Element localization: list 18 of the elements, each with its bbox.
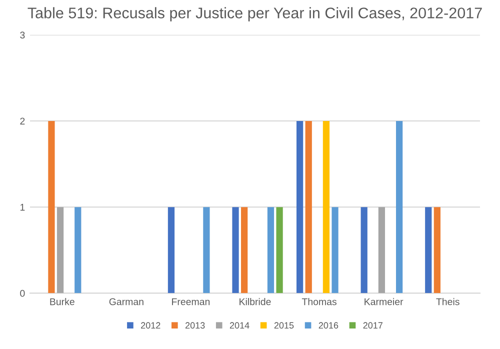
- x-tick-label: Burke: [50, 298, 74, 306]
- y-tick-label: 0: [20, 290, 25, 297]
- legend-label: 2013: [186, 322, 205, 329]
- legend-label: 2017: [363, 322, 382, 329]
- chart-title: Table 519: Recusals per Justice per Year in Civil Cases, 2012-2017: [28, 7, 482, 22]
- x-tick-label: Garman: [109, 298, 144, 306]
- y-tick-label: 1: [20, 204, 25, 211]
- x-tick-label: Karmeier: [364, 298, 404, 306]
- x-tick-label: Thomas: [302, 298, 336, 306]
- legend-label: 2014: [230, 322, 250, 329]
- y-tick-label: 2: [20, 118, 25, 125]
- y-tick-label: 3: [20, 32, 25, 39]
- legend-label: 2016: [318, 322, 338, 329]
- x-tick-label: Freeman: [172, 298, 210, 306]
- legend-label: 2012: [141, 322, 160, 329]
- legend-label: 2015: [274, 322, 294, 329]
- x-tick-label: Kilbride: [240, 298, 271, 306]
- x-tick-label: Theis: [436, 298, 460, 306]
